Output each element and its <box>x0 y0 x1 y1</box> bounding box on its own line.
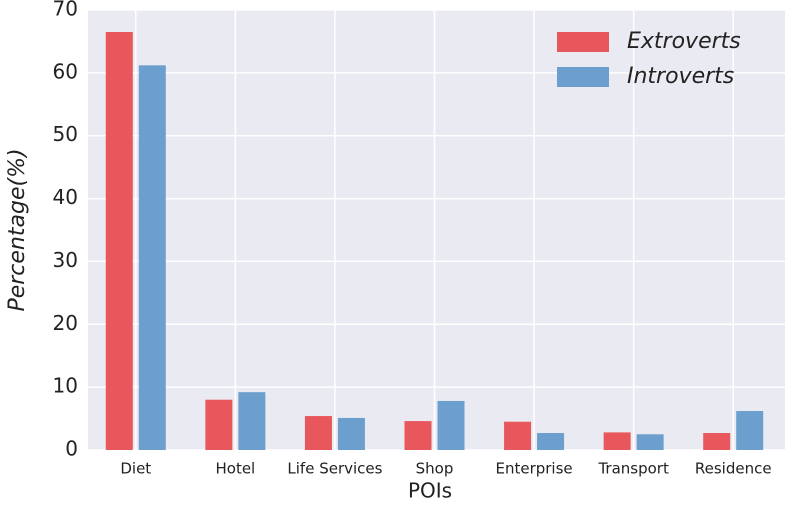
y-tick-label: 20 <box>53 311 78 335</box>
bar <box>537 433 565 450</box>
bar <box>205 399 233 450</box>
bar <box>437 400 465 450</box>
y-tick-label: 10 <box>53 374 78 398</box>
legend-label: Extroverts <box>627 29 741 54</box>
bar <box>105 32 133 450</box>
bar <box>703 433 731 450</box>
legend-swatch <box>557 67 609 87</box>
bar <box>736 411 764 450</box>
bar <box>304 416 332 450</box>
x-tick-label: Residence <box>695 460 772 478</box>
x-tick-label: Transport <box>597 460 669 478</box>
x-axis-label: POIs <box>408 479 452 503</box>
bar <box>404 421 432 450</box>
bar <box>138 65 166 451</box>
bar <box>636 434 664 450</box>
bar <box>504 421 532 450</box>
y-tick-label: 30 <box>53 248 78 272</box>
x-tick-label: Shop <box>416 460 454 478</box>
y-tick-label: 0 <box>65 437 78 461</box>
y-tick-label: 60 <box>53 59 78 83</box>
y-axis-label: Percentage(%) <box>5 148 30 311</box>
y-tick-label: 70 <box>53 0 78 21</box>
legend-label: Introverts <box>627 64 734 89</box>
x-tick-label: Diet <box>120 460 151 478</box>
legend-swatch <box>557 32 609 52</box>
bar <box>337 417 365 450</box>
x-tick-label: Life Services <box>287 460 382 478</box>
plot-area <box>88 10 785 450</box>
x-tick-label: Enterprise <box>495 460 572 478</box>
y-tick-label: 50 <box>53 122 78 146</box>
y-tick-label: 40 <box>53 185 78 209</box>
x-tick-label: Hotel <box>215 460 255 478</box>
bar <box>603 432 631 450</box>
bar <box>238 392 266 450</box>
